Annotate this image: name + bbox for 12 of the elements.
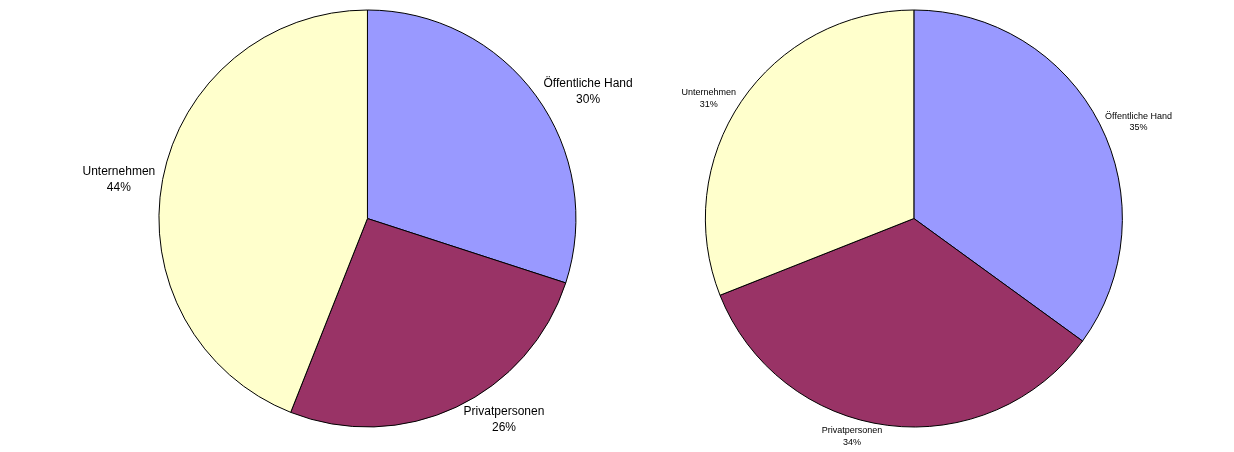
slice-label: Privatpersonen	[463, 404, 545, 419]
slice-label: Unternehmen	[681, 87, 736, 98]
data-label: 34%	[843, 436, 862, 447]
slice-label: Öffentliche Hand	[1105, 110, 1172, 121]
data-label: 35%	[1129, 122, 1148, 133]
data-label: 30%	[576, 91, 601, 106]
slice-label: Öffentliche Hand	[543, 76, 633, 91]
data-label: 31%	[699, 98, 718, 109]
data-label: 26%	[491, 420, 517, 435]
slice-label: Privatpersonen	[821, 425, 883, 436]
slice-label: Unternehmen	[82, 164, 156, 179]
data-label: 44%	[106, 179, 132, 194]
